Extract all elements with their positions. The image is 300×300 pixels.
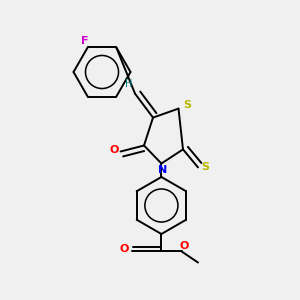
Text: H: H — [125, 79, 133, 89]
Text: F: F — [81, 36, 88, 46]
Text: N: N — [158, 165, 167, 175]
Text: O: O — [109, 145, 119, 155]
Text: S: S — [183, 100, 191, 110]
Text: O: O — [120, 244, 129, 254]
Text: O: O — [179, 241, 189, 251]
Text: S: S — [202, 162, 209, 172]
